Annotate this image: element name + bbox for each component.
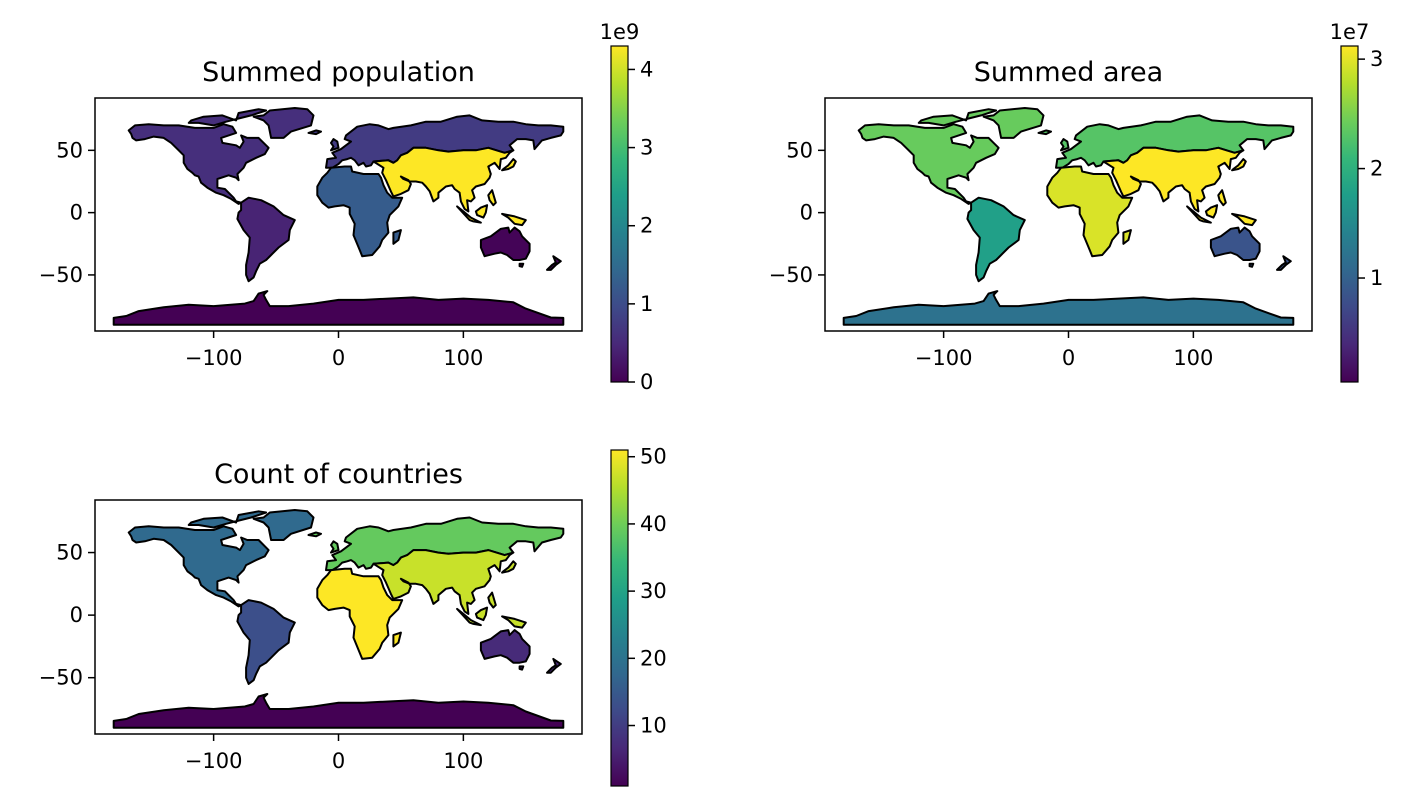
y-tick-label: −50: [39, 666, 83, 690]
colorbar: [1340, 45, 1359, 383]
x-tick-label: 0: [1062, 346, 1075, 370]
panel-count-of-countries: −100 0 100 50 0 −50 Count of countries 10 20 30 40…: [39, 445, 667, 787]
region-south-america: [966, 196, 1026, 283]
region-antarctica: [112, 290, 565, 326]
region-asia: [372, 549, 527, 629]
colorbar-tick-label: 20: [640, 646, 667, 670]
y-tick-label: 0: [70, 201, 83, 225]
region-africa: [1046, 165, 1134, 258]
x-tick-label: −100: [915, 346, 973, 370]
y-tick-label: −50: [39, 263, 83, 287]
x-tick-label: 0: [332, 749, 345, 773]
y-tick-label: 50: [56, 541, 83, 565]
panel-title: Summed area: [974, 57, 1163, 88]
colorbar-tick-label: 10: [640, 714, 667, 738]
x-tick-label: 100: [443, 749, 483, 773]
colorbar-tick-label: 1: [1370, 266, 1383, 290]
colorbar-tick-label: 4: [640, 57, 653, 81]
region-north-america: [857, 107, 1045, 205]
region-oceania: [479, 226, 562, 271]
region-north-america: [127, 107, 315, 205]
colorbar-tick-label: 3: [640, 136, 653, 160]
region-oceania: [1209, 226, 1292, 271]
colorbar-tick-label: 30: [640, 579, 667, 603]
region-asia: [372, 146, 527, 227]
y-tick-label: 0: [800, 201, 813, 225]
colorbar-tick-label: 50: [640, 445, 667, 469]
x-tick-label: 100: [1173, 346, 1213, 370]
x-tick-label: 100: [443, 346, 483, 370]
y-tick-label: 50: [56, 138, 83, 162]
colorbar-offset-label: 1e9: [600, 20, 640, 44]
colorbar-offset-label: 1e7: [1330, 20, 1370, 44]
region-europe: [307, 516, 565, 572]
x-tick-label: −100: [185, 346, 243, 370]
region-antarctica: [842, 290, 1295, 326]
colorbar: [610, 449, 629, 787]
region-antarctica: [112, 693, 565, 729]
region-europe: [1037, 114, 1295, 169]
region-north-america: [127, 509, 315, 608]
x-tick-label: 0: [332, 346, 345, 370]
colorbar-tick-label: 0: [640, 370, 653, 394]
colorbar-tick-label: 2: [640, 214, 653, 238]
region-south-america: [236, 599, 296, 685]
region-africa: [316, 567, 404, 660]
x-tick-label: −100: [185, 749, 243, 773]
region-oceania: [479, 629, 562, 674]
region-europe: [307, 114, 565, 169]
region-asia: [1102, 146, 1257, 227]
colorbar-tick-label: 2: [1370, 157, 1383, 181]
panel-title: Count of countries: [214, 459, 463, 490]
colorbar-tick-label: 40: [640, 512, 667, 536]
region-africa: [316, 165, 404, 258]
y-tick-label: −50: [769, 263, 813, 287]
y-tick-label: 0: [70, 603, 83, 627]
panel-title: Summed population: [202, 57, 475, 88]
y-tick-label: 50: [786, 138, 813, 162]
region-south-america: [236, 196, 296, 283]
colorbar: [610, 45, 629, 383]
colorbar-tick-label: 1: [640, 292, 653, 316]
colorbar-tick-label: 3: [1370, 47, 1383, 71]
